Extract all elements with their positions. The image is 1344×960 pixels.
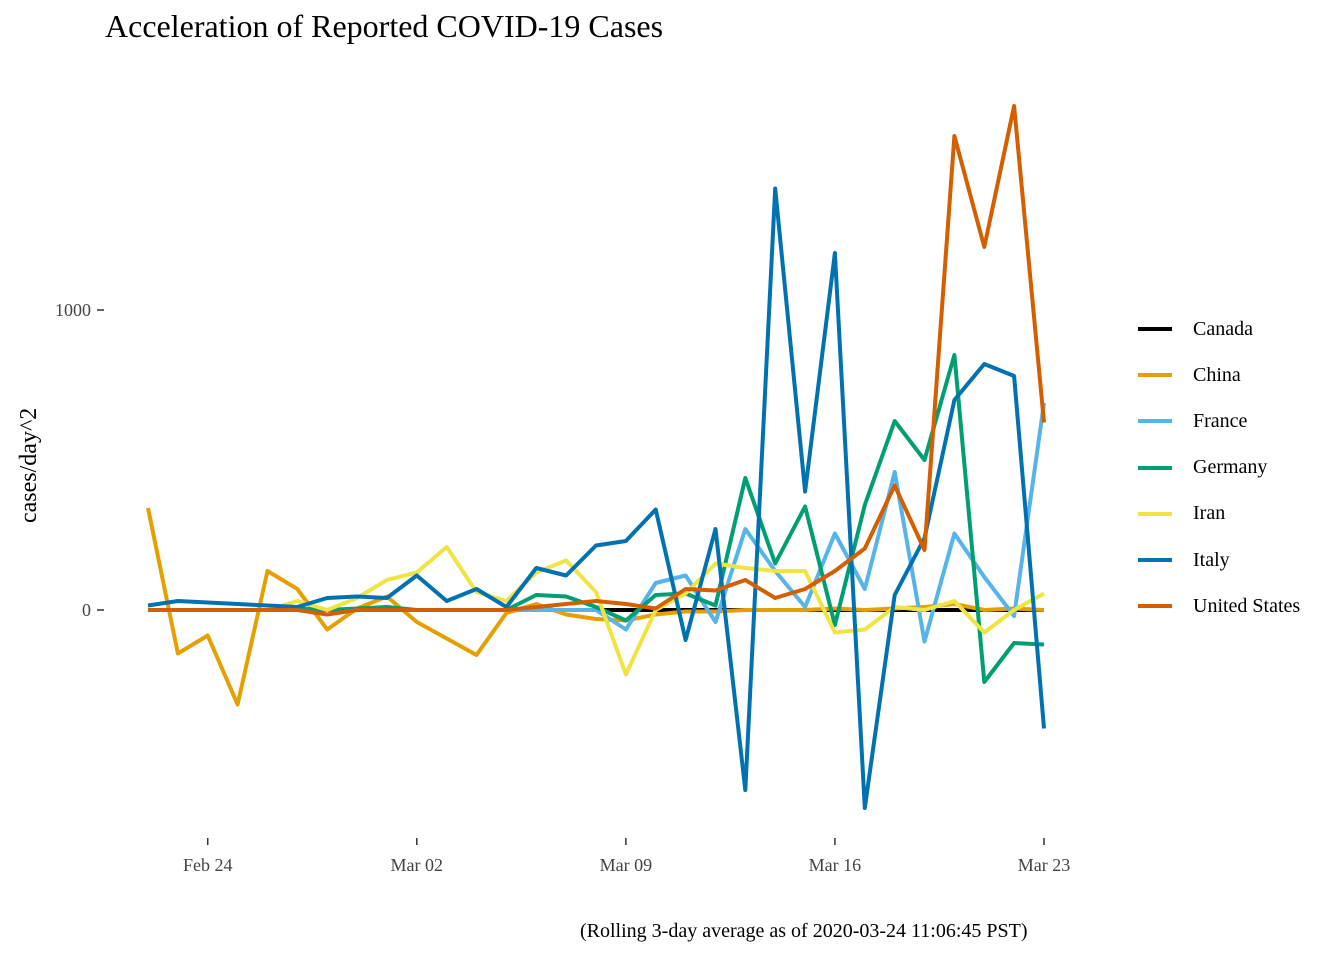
- legend-item-united-states: United States: [1138, 583, 1300, 629]
- x-tick-label: Mar 09: [600, 855, 653, 875]
- legend-swatch: [1138, 558, 1172, 563]
- legend-item-france: France: [1138, 398, 1300, 444]
- x-tick-label: Mar 02: [391, 855, 444, 875]
- legend-item-china: China: [1138, 352, 1300, 398]
- series-lines: [146, 104, 1046, 810]
- legend-swatch: [1138, 419, 1172, 424]
- legend-swatch: [1138, 465, 1172, 470]
- legend-label: Italy: [1193, 548, 1230, 571]
- x-tick-label: Mar 16: [809, 855, 862, 875]
- legend-swatch: [1138, 373, 1172, 378]
- y-axis-label: cases/day^2: [16, 407, 42, 523]
- chart-caption: (Rolling 3-day average as of 2020-03-24 …: [580, 920, 1028, 942]
- chart-title: Acceleration of Reported COVID-19 Cases: [105, 8, 664, 44]
- legend-swatch: [1138, 511, 1172, 516]
- legend-item-iran: Iran: [1138, 491, 1300, 537]
- x-axis: Feb 24 Mar 02 Mar 09 Mar 16 Mar 23: [183, 838, 1070, 875]
- y-axis-label-wrap: cases/day^2: [16, 408, 46, 524]
- legend-item-germany: Germany: [1138, 445, 1300, 491]
- legend-label: Iran: [1193, 502, 1226, 525]
- x-tick-label: Mar 23: [1018, 855, 1071, 875]
- legend-item-italy: Italy: [1138, 537, 1300, 583]
- y-tick-label: 0: [82, 600, 91, 620]
- series-line-united-states: [148, 104, 1046, 617]
- legend: Canada China France Germany Iran Italy United …: [1138, 306, 1300, 629]
- legend-item-canada: Canada: [1138, 306, 1300, 352]
- legend-label: France: [1193, 409, 1248, 432]
- legend-label: Germany: [1193, 456, 1268, 479]
- legend-label: Canada: [1193, 317, 1253, 340]
- legend-label: China: [1193, 363, 1241, 386]
- y-tick-label: 1000: [55, 300, 91, 320]
- series-line-italy: [147, 186, 1046, 810]
- x-tick-label: Feb 24: [183, 855, 233, 875]
- legend-swatch: [1138, 327, 1172, 332]
- y-axis: 0 1000: [55, 300, 104, 620]
- legend-swatch: [1138, 604, 1172, 609]
- legend-label: United States: [1193, 594, 1301, 617]
